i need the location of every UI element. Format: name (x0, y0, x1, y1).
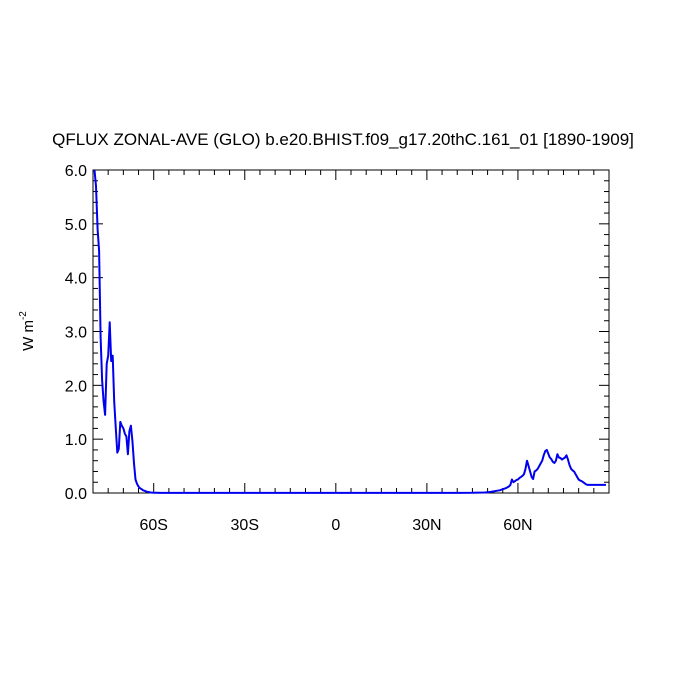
svg-text:W m-2: W m-2 (18, 311, 37, 351)
plot-frame (92, 169, 610, 494)
x-tick-label: 30N (412, 517, 441, 534)
y-tick-label: 2.0 (65, 378, 87, 395)
x-tick-label: 0 (331, 517, 340, 534)
y-tick-label: 4.0 (65, 271, 87, 288)
y-tick-label: 1.0 (65, 432, 87, 449)
x-tick-label: 30S (231, 517, 259, 534)
y-tick-label: 5.0 (65, 217, 87, 234)
plot-area: 0.0 1.0 2.0 3.0 4.0 5.0 6.0 60S 30S 0 30N 60N (65, 163, 610, 534)
y-axis-title-exponent: -2 (18, 311, 29, 320)
y-tick-label: 3.0 (65, 325, 87, 342)
series-line-0 (93, 169, 606, 494)
y-tick-label: 6.0 (65, 163, 87, 180)
y-axis-title: W m-2 (18, 311, 37, 351)
y-axis-title-text: W m (20, 320, 37, 351)
y-tick-label: 0.0 (65, 486, 87, 503)
x-tick-label: 60S (139, 517, 167, 534)
x-tick-label: 60N (503, 517, 532, 534)
chart-title: QFLUX ZONAL-AVE (GLO) b.e20.BHIST.f09_g1… (52, 130, 634, 149)
